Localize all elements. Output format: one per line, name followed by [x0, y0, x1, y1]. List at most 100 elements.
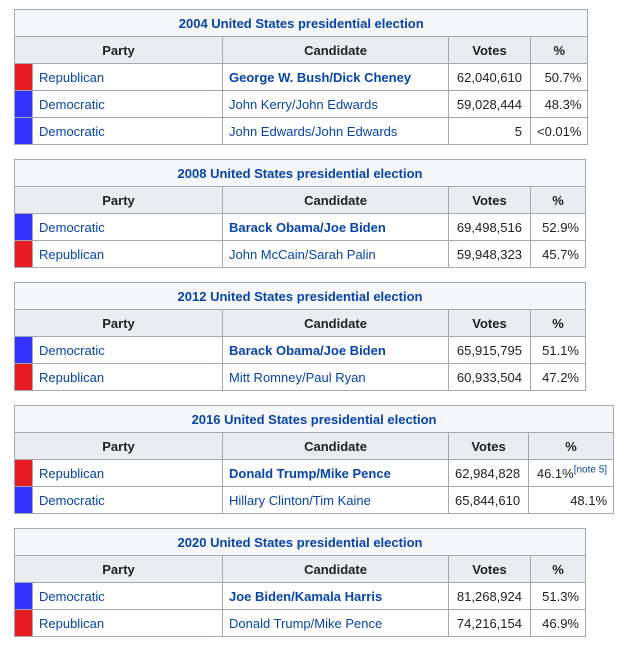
column-header-votes: Votes [448, 36, 531, 64]
candidate-link[interactable]: John Kerry/John Edwards [229, 96, 378, 112]
candidate-cell: Donald Trump/Mike Pence [222, 609, 449, 637]
column-header-party: Party [14, 309, 223, 337]
votes-cell: 62,040,610 [448, 63, 531, 91]
votes-cell: 65,915,795 [448, 336, 531, 364]
column-header-candidate: Candidate [222, 555, 449, 583]
candidate-cell: Donald Trump/Mike Pence [222, 459, 449, 487]
election-title-link[interactable]: 2004 United States presidential election [178, 15, 424, 31]
percent-value: 48.1% [570, 492, 608, 508]
percent-cell: 47.2% [530, 363, 586, 391]
votes-cell: 74,216,154 [448, 609, 531, 637]
candidate-link[interactable]: Barack Obama/Joe Biden [229, 219, 386, 235]
party-cell: Democratic [32, 336, 223, 364]
result-row: Republican Donald Trump/Mike Pence 62,98… [14, 459, 615, 487]
column-header-candidate: Candidate [222, 309, 449, 337]
column-header-party: Party [14, 555, 223, 583]
candidate-cell: Barack Obama/Joe Biden [222, 336, 449, 364]
party-color-swatch [14, 213, 33, 241]
election-table-2004: 2004 United States presidential election… [13, 9, 589, 145]
column-header-percent: % [530, 309, 586, 337]
election-table-2012: 2012 United States presidential election… [14, 282, 586, 391]
table-title-row: 2012 United States presidential election [14, 282, 586, 310]
party-link[interactable]: Republican [39, 615, 105, 631]
election-title-link[interactable]: 2020 United States presidential election [177, 534, 423, 550]
election-table-2020: 2020 United States presidential election… [14, 528, 586, 637]
result-row: Democratic Barack Obama/Joe Biden 69,498… [14, 213, 586, 241]
note-link[interactable]: [note 5] [573, 464, 608, 476]
result-row: Democratic John Kerry/John Edwards 59,02… [14, 90, 589, 118]
candidate-cell: George W. Bush/Dick Cheney [222, 63, 449, 91]
candidate-link[interactable]: George W. Bush/Dick Cheney [229, 69, 412, 85]
party-link[interactable]: Republican [39, 246, 105, 262]
votes-cell: 60,933,504 [448, 363, 531, 391]
candidate-link[interactable]: Mitt Romney/Paul Ryan [229, 369, 366, 385]
candidate-cell: Barack Obama/Joe Biden [222, 213, 449, 241]
percent-cell: 46.1%[note 5] [528, 459, 615, 487]
column-header-votes: Votes [447, 432, 530, 460]
party-color-swatch [14, 117, 33, 145]
party-cell: Republican [32, 609, 223, 637]
percent-value: 52.9% [542, 219, 579, 235]
votes-cell: 81,268,924 [448, 582, 531, 610]
percent-cell: 48.1% [528, 486, 615, 514]
party-color-swatch [14, 582, 33, 610]
election-title-link[interactable]: 2008 United States presidential election [177, 165, 423, 181]
candidate-link[interactable]: Joe Biden/Kamala Harris [229, 588, 383, 604]
party-link[interactable]: Republican [39, 69, 105, 85]
result-row: Democratic John Edwards/John Edwards 5 <… [14, 117, 589, 145]
candidate-link[interactable]: Hillary Clinton/Tim Kaine [229, 492, 371, 508]
table-title: 2012 United States presidential election [14, 282, 586, 310]
column-header-percent: % [530, 555, 586, 583]
party-cell: Republican [32, 240, 223, 268]
candidate-link[interactable]: John Edwards/John Edwards [229, 123, 398, 139]
party-cell: Democratic [32, 486, 223, 514]
column-header-party: Party [14, 186, 223, 214]
percent-value: <0.01% [537, 123, 582, 139]
column-header-party: Party [14, 36, 223, 64]
candidate-link[interactable]: Donald Trump/Mike Pence [229, 465, 391, 481]
percent-value: 47.2% [542, 369, 579, 385]
party-link[interactable]: Republican [39, 465, 105, 481]
party-link[interactable]: Republican [39, 369, 105, 385]
party-link[interactable]: Democratic [39, 342, 105, 358]
candidate-cell: John Kerry/John Edwards [222, 90, 449, 118]
percent-cell: 51.3% [530, 582, 586, 610]
percent-value: 48.3% [544, 96, 582, 112]
column-header-percent: % [530, 186, 586, 214]
table-title: 2016 United States presidential election [13, 405, 615, 433]
party-color-swatch [14, 609, 33, 637]
table-title: 2004 United States presidential election [13, 9, 589, 37]
table-title: 2008 United States presidential election [14, 159, 586, 187]
election-title-link[interactable]: 2012 United States presidential election [177, 288, 423, 304]
column-header-candidate: Candidate [222, 432, 449, 460]
percent-cell: 52.9% [530, 213, 586, 241]
candidate-link[interactable]: Barack Obama/Joe Biden [229, 342, 386, 358]
column-header-candidate: Candidate [222, 186, 449, 214]
votes-cell: 5 [448, 117, 531, 145]
election-table-2008: 2008 United States presidential election… [14, 159, 586, 268]
percent-cell: 50.7% [529, 63, 589, 91]
candidate-cell: Mitt Romney/Paul Ryan [222, 363, 449, 391]
percent-cell: 46.9% [530, 609, 586, 637]
election-title-link[interactable]: 2016 United States presidential election [191, 411, 437, 427]
candidate-link[interactable]: John McCain/Sarah Palin [229, 246, 376, 262]
party-cell: Democratic [32, 213, 223, 241]
percent-cell: 48.3% [529, 90, 589, 118]
party-link[interactable]: Democratic [39, 588, 105, 604]
candidate-link[interactable]: Donald Trump/Mike Pence [229, 615, 383, 631]
party-link[interactable]: Democratic [39, 492, 105, 508]
table-title-row: 2020 United States presidential election [14, 528, 586, 556]
percent-value: 51.1% [542, 342, 579, 358]
party-cell: Republican [32, 459, 223, 487]
table-title-row: 2016 United States presidential election [13, 405, 615, 433]
party-link[interactable]: Democratic [39, 123, 105, 139]
result-row: Republican Donald Trump/Mike Pence 74,21… [14, 609, 586, 637]
party-color-swatch [14, 240, 33, 268]
party-link[interactable]: Democratic [39, 219, 105, 235]
party-link[interactable]: Democratic [39, 96, 105, 112]
party-color-swatch [14, 336, 33, 364]
party-cell: Democratic [32, 117, 223, 145]
percent-value: 46.9% [542, 615, 579, 631]
percent-value: 51.3% [542, 588, 579, 604]
percent-cell: 51.1% [530, 336, 586, 364]
